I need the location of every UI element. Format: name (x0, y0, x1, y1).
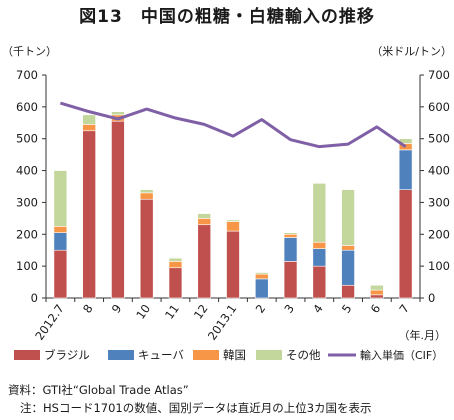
right-y-tick-label: 600 (428, 100, 450, 114)
right-y-tick-label: 500 (428, 132, 450, 146)
bar-segment-ブラジル (398, 189, 413, 299)
bar-segment-その他 (283, 232, 298, 235)
bar-series (53, 111, 413, 299)
bar-segment-その他 (82, 114, 96, 125)
bar-segment-ブラジル (283, 261, 298, 299)
bar-segment-ブラジル (53, 249, 68, 299)
x-tick-label: 10 (133, 302, 153, 322)
bar-segment-その他 (139, 189, 154, 194)
legend-swatch-その他 (256, 350, 282, 360)
bar-segment-キューバ (53, 232, 68, 251)
bar-segment-その他 (341, 189, 355, 246)
right-y-tick-label: 700 (428, 68, 450, 82)
right-y-tick-label: 300 (428, 195, 450, 209)
x-tick-label: 3 (281, 302, 297, 316)
source-note: 資料：GTI社“Global Trade Atlas” (8, 383, 189, 397)
x-tick-label: 12 (191, 302, 211, 322)
axis-labels: （千トン） （米ドル/トン） （年.月） (2, 45, 452, 342)
left-y-tick-label: 700 (16, 68, 38, 82)
bar-segment-韓国 (341, 245, 355, 251)
x-tick-label: 6 (368, 302, 384, 316)
legend-label: ブラジル (44, 348, 90, 362)
bar-segment-ブラジル (370, 294, 384, 299)
left-y-tick-label: 600 (16, 100, 38, 114)
x-tick-label: 4 (310, 302, 326, 316)
bar-segment-ブラジル (312, 265, 327, 299)
left-y-tick-label: 400 (16, 164, 38, 178)
left-y-tick-label: 500 (16, 132, 38, 146)
right-y-tick-label: 0 (428, 291, 435, 305)
x-tick-label: 2 (253, 302, 269, 316)
left-axis-title: （千トン） (2, 45, 57, 58)
bar-segment-韓国 (139, 192, 154, 200)
bar-segment-韓国 (312, 241, 327, 249)
bar-segment-その他 (226, 219, 240, 222)
right-axis-title: （米ドル/トン） (371, 45, 452, 58)
bar-segment-ブラジル (139, 198, 154, 299)
footnote: 注：HSコード1701の数値、国別データは直近月の上位3カ国を表示 (20, 401, 372, 415)
bar-segment-その他 (168, 257, 183, 262)
x-tick-label: 9 (109, 302, 125, 316)
chart-title: 図13 中国の粗糖・白糖輸入の推移 (79, 7, 375, 27)
bar-segment-韓国 (197, 218, 212, 226)
bar-segment-韓国 (226, 221, 240, 232)
right-y-tick-label: 200 (428, 227, 450, 241)
x-tick-label: 2012.7 (32, 302, 67, 343)
bar-segment-ブラジル (226, 230, 240, 299)
right-y-tick-label: 400 (428, 164, 450, 178)
bar-segment-キューバ (254, 278, 269, 299)
bar-segment-韓国 (168, 261, 183, 269)
legend-label: 韓国 (223, 348, 246, 362)
x-tick-label: 2013.1 (205, 302, 240, 343)
legend-label: キューバ (138, 348, 184, 362)
x-tick-label: 11 (162, 302, 182, 322)
x-tick-label: 5 (339, 302, 355, 316)
legend-swatch-ブラジル (14, 350, 40, 360)
legend-label: 輸入単価（CIF） (360, 348, 443, 362)
x-axis-unit-label: （年.月） (399, 328, 447, 342)
unit-price-line (59, 101, 407, 149)
bar-segment-ブラジル (82, 130, 96, 299)
bar-segment-その他 (254, 272, 269, 275)
x-tick-label: 7 (396, 302, 412, 316)
bar-segment-韓国 (82, 124, 96, 132)
bar-segment-キューバ (312, 248, 327, 267)
bar-segment-ブラジル (197, 224, 212, 299)
left-y-tick-label: 200 (16, 227, 38, 241)
unit-price-line-series (59, 101, 407, 149)
left-y-tick-label: 300 (16, 195, 38, 209)
left-y-tick-label: 0 (31, 291, 38, 305)
bar-segment-ブラジル (341, 284, 355, 299)
bar-segment-キューバ (341, 249, 355, 286)
x-tick-label: 8 (80, 302, 96, 316)
legend: ブラジル キューバ 韓国 その他 輸入単価（CIF） (14, 348, 443, 362)
bar-segment-韓国 (283, 233, 298, 238)
right-y-tick-label: 100 (428, 259, 450, 273)
legend-label: その他 (286, 348, 321, 362)
bar-segment-その他 (197, 213, 212, 219)
bar-segment-その他 (370, 284, 384, 291)
bar-segment-ブラジル (168, 267, 183, 299)
bar-segment-ブラジル (111, 120, 125, 299)
bar-segment-韓国 (370, 289, 384, 296)
left-y-tick-label: 100 (16, 259, 38, 273)
legend-swatch-キューバ (108, 350, 134, 360)
bar-segment-その他 (53, 170, 68, 227)
bar-segment-キューバ (283, 237, 298, 262)
bar-segment-その他 (312, 183, 327, 243)
legend-swatch-韓国 (193, 350, 219, 360)
bar-segment-その他 (111, 111, 125, 116)
bar-segment-韓国 (254, 273, 269, 280)
bar-segment-キューバ (398, 149, 413, 190)
bar-segment-韓国 (53, 226, 68, 233)
